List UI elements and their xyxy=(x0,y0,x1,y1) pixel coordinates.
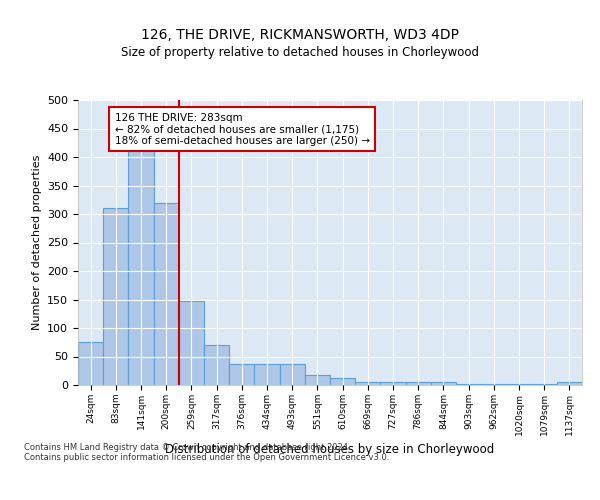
Bar xyxy=(78,342,103,385)
Bar xyxy=(380,382,406,385)
Bar xyxy=(154,202,179,385)
Text: 126, THE DRIVE, RICKMANSWORTH, WD3 4DP: 126, THE DRIVE, RICKMANSWORTH, WD3 4DP xyxy=(141,28,459,42)
Bar xyxy=(128,152,154,385)
X-axis label: Distribution of detached houses by size in Chorleywood: Distribution of detached houses by size … xyxy=(166,443,494,456)
Bar xyxy=(355,382,380,385)
Bar xyxy=(229,364,254,385)
Text: Contains HM Land Registry data © Crown copyright and database right 2024.
Contai: Contains HM Land Registry data © Crown c… xyxy=(24,442,389,462)
Text: 126 THE DRIVE: 283sqm
← 82% of detached houses are smaller (1,175)
18% of semi-d: 126 THE DRIVE: 283sqm ← 82% of detached … xyxy=(115,112,370,146)
Bar xyxy=(179,300,204,385)
Bar xyxy=(103,208,128,385)
Bar xyxy=(557,382,582,385)
Bar xyxy=(280,364,305,385)
Y-axis label: Number of detached properties: Number of detached properties xyxy=(32,155,41,330)
Bar xyxy=(330,378,355,385)
Bar xyxy=(254,364,280,385)
Bar xyxy=(456,384,481,385)
Bar xyxy=(406,382,431,385)
Bar xyxy=(481,384,506,385)
Bar xyxy=(204,345,229,385)
Bar xyxy=(506,384,532,385)
Text: Size of property relative to detached houses in Chorleywood: Size of property relative to detached ho… xyxy=(121,46,479,59)
Bar xyxy=(431,382,456,385)
Bar xyxy=(305,374,330,385)
Bar xyxy=(532,384,557,385)
